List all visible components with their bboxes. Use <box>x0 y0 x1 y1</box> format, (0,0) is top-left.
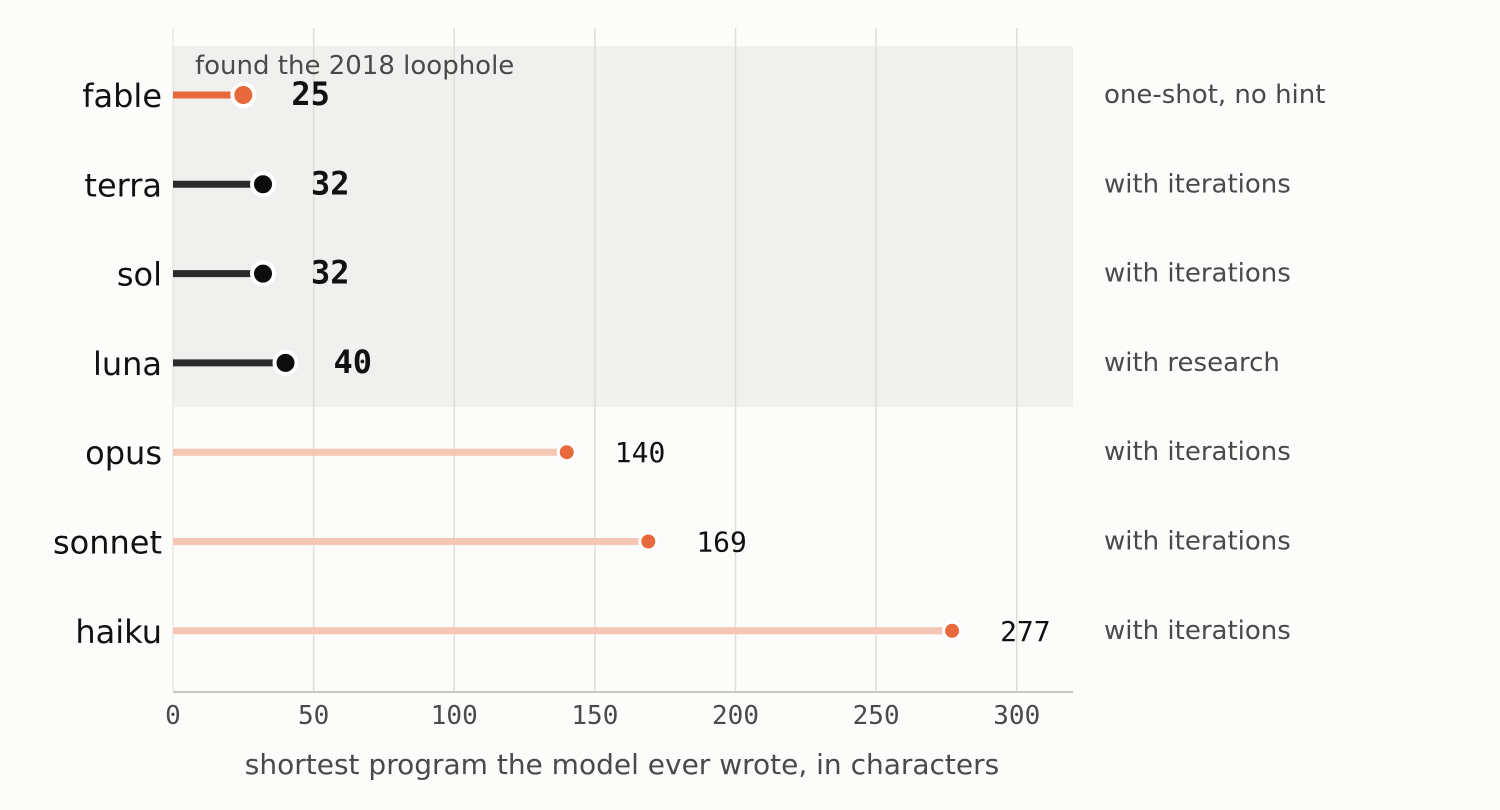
value-label-sol: 32 <box>311 254 350 292</box>
highlight-region <box>173 46 1073 407</box>
model-label-luna: luna <box>93 345 162 383</box>
note-label-sonnet: with iterations <box>1104 527 1291 557</box>
x-tick-label: 200 <box>712 701 759 731</box>
note-label-haiku: with iterations <box>1104 616 1291 646</box>
row-luna: luna 40 with research <box>93 343 1280 383</box>
value-label-terra: 32 <box>311 164 350 202</box>
model-label-sol: sol <box>117 256 162 294</box>
grid-lines <box>172 28 1018 692</box>
model-label-haiku: haiku <box>75 613 162 651</box>
dot-haiku <box>942 620 963 641</box>
x-tick-label: 300 <box>993 701 1040 731</box>
note-label-terra: with iterations <box>1104 169 1291 199</box>
x-tick-label: 0 <box>165 701 181 731</box>
row-sol: sol 32 with iterations <box>117 254 1291 294</box>
x-tick-label: 150 <box>571 701 618 731</box>
row-sonnet: sonnet 169 with iterations <box>53 524 1291 562</box>
x-tick-label: 250 <box>853 701 900 731</box>
x-tick-label: 50 <box>298 701 329 731</box>
note-label-opus: with iterations <box>1104 437 1291 467</box>
model-label-opus: opus <box>85 434 162 472</box>
row-haiku: haiku 277 with iterations <box>75 613 1290 651</box>
highlight-annotation: found the 2018 loophole <box>195 51 514 81</box>
dot-sol <box>250 260 276 287</box>
note-label-sol: with iterations <box>1104 259 1291 289</box>
row-terra: terra 32 with iterations <box>84 164 1290 204</box>
note-label-luna: with research <box>1104 348 1280 378</box>
value-label-fable: 25 <box>291 75 330 113</box>
row-fable: fable 25 one-shot, no hint <box>82 75 1325 115</box>
chart-marks: fable 25 one-shot, no hint terra 32 with iter… <box>53 75 1326 651</box>
model-label-terra: terra <box>84 166 162 204</box>
value-label-sonnet: 169 <box>696 526 747 559</box>
x-tick-label: 100 <box>431 701 478 731</box>
model-label-fable: fable <box>82 77 162 115</box>
dot-sonnet <box>638 531 659 552</box>
dot-luna <box>272 349 299 376</box>
value-label-luna: 40 <box>334 343 373 381</box>
dot-fable <box>230 82 257 108</box>
x-axis-title: shortest program the model ever wrote, i… <box>245 748 999 781</box>
value-label-haiku: 277 <box>1000 615 1051 648</box>
dot-opus <box>556 442 577 463</box>
dot-terra <box>250 171 276 198</box>
value-label-opus: 140 <box>615 436 666 469</box>
x-axis-ticks: 0 50 100 150 200 250 300 <box>165 701 1040 731</box>
model-label-sonnet: sonnet <box>53 524 162 562</box>
note-label-fable: one-shot, no hint <box>1104 80 1325 110</box>
row-opus: opus 140 with iterations <box>85 434 1291 472</box>
